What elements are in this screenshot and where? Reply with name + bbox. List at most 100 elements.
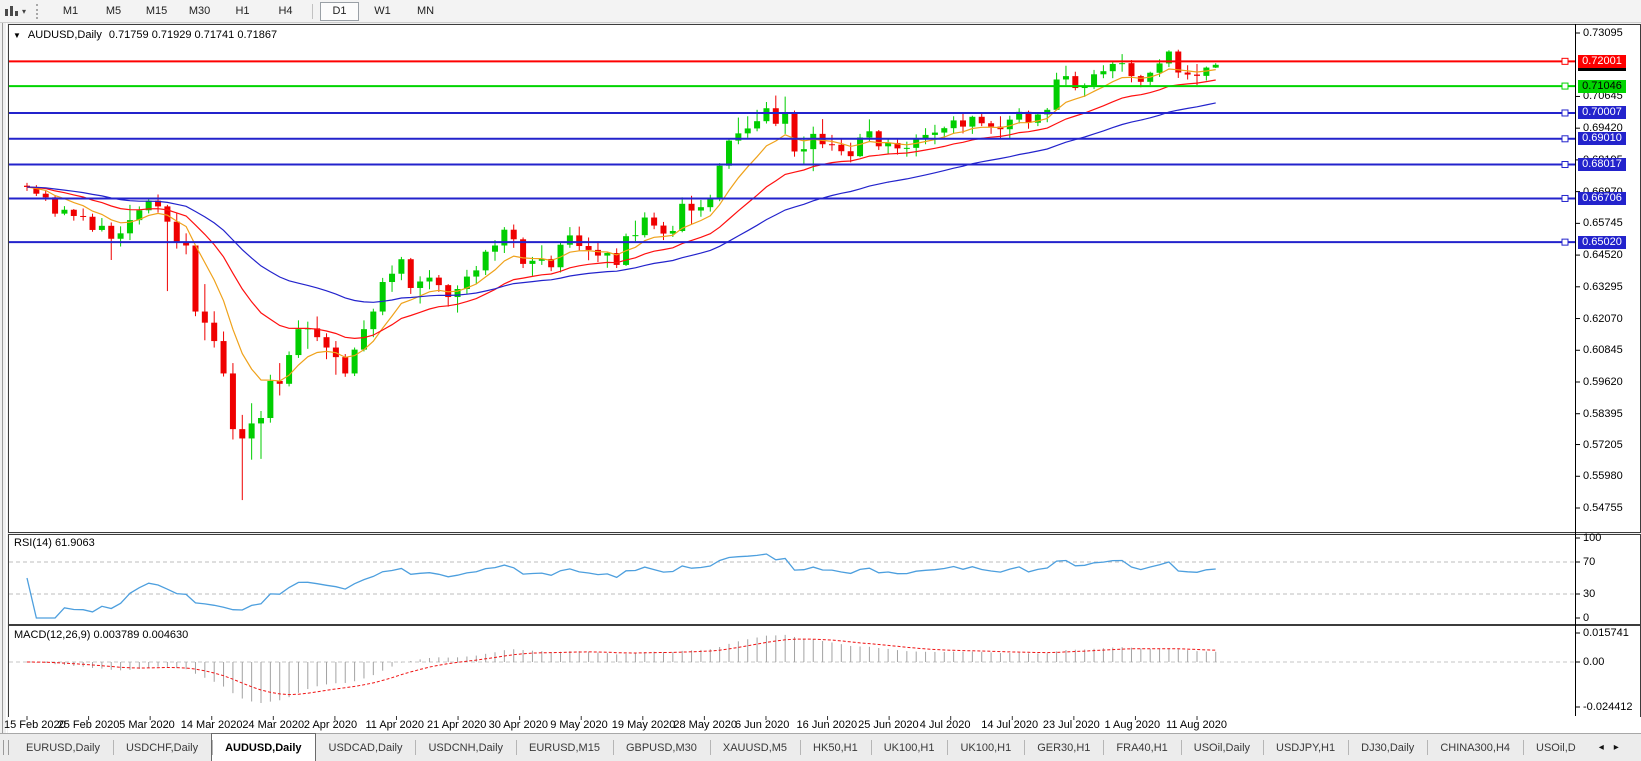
candle [641,217,648,236]
timeframe-button-mn[interactable]: MN [416,5,435,17]
candle [501,229,508,246]
candle [398,259,405,274]
chart-tab-gbpusd-m30[interactable]: GBPUSD,M30 [612,734,710,761]
candle [117,233,124,239]
timeframe-button-w1[interactable]: W1 [374,5,391,17]
timeframe-button-m30[interactable]: M30 [188,5,211,17]
chart-tab-ger30-h1[interactable]: GER30,H1 [1024,734,1103,761]
candle [89,216,96,230]
candle [126,220,133,234]
candle [988,123,995,127]
candle [1156,63,1163,73]
candle [426,277,433,282]
tab-bar-grip[interactable] [3,740,9,755]
tab-scroll-right-icon[interactable]: ▸ [1613,742,1619,753]
timeframe-button-h4[interactable]: H4 [278,5,293,17]
candle [978,116,985,124]
rsi-line [26,553,1216,619]
level-line-handle[interactable] [1561,238,1569,246]
candle [1194,74,1200,76]
chart-tab-dj30-daily[interactable]: DJ30,Daily [1348,734,1427,761]
candle [379,282,386,312]
window-left-edge [2,23,7,758]
candle [604,253,611,256]
candle [445,285,452,298]
candle [417,281,424,288]
rsi-panel[interactable] [8,534,1641,625]
candle [941,128,948,133]
candle [688,203,695,211]
candle [482,251,489,271]
chart-tab-uk100-h1[interactable]: UK100,H1 [870,734,948,761]
candle [903,147,910,149]
price-chart-panel[interactable] [8,24,1641,533]
candle [323,337,330,348]
candle [716,165,723,200]
candle [360,329,367,350]
candle [52,197,59,214]
chart-tab-hk50-h1[interactable]: HK50,H1 [800,734,871,761]
candle [1212,64,1219,68]
candle [1072,76,1079,89]
chart-tab-eurusd-m15[interactable]: EURUSD,M15 [516,734,613,761]
candle [660,225,667,234]
candle [239,429,246,439]
chart-tab-usdjpy-h1[interactable]: USDJPY,H1 [1263,734,1348,761]
chart-tab-audusd-daily[interactable]: AUDUSD,Daily [211,733,316,761]
level-line-handle[interactable] [1561,135,1569,143]
candle [828,144,835,146]
level-line-handle[interactable] [1561,57,1569,65]
candle [1128,63,1135,77]
tab-scroll-arrows: ◂ ▸ [1589,734,1629,761]
candle [548,258,555,268]
candle [1091,74,1098,86]
chart-tab-usoil-daily[interactable]: USOil,Daily [1180,734,1263,761]
chart-tab-fra40-h1[interactable]: FRA40,H1 [1103,734,1180,761]
charts-toolbar-icon[interactable] [3,4,19,18]
chart-tab-bar: EURUSD,Daily USDCHF,Daily AUDUSD,Daily USDC… [0,733,1641,761]
mid-ma-line [26,79,1216,340]
chart-tab-usdcad-daily[interactable]: USDCAD,Daily [328,741,403,754]
candle [258,417,264,424]
candle [810,133,817,150]
candle [847,151,854,157]
chart-tab-usdcnh-daily[interactable]: USDCNH,Daily [415,734,516,761]
candle [772,108,779,124]
toolbar-dropdown-caret[interactable]: ▾ [22,6,27,16]
candle [276,380,283,384]
timeframe-button-m15[interactable]: M15 [145,5,168,17]
timeframe-button-m5[interactable]: M5 [105,5,122,17]
candle [42,193,49,198]
candle [98,225,105,230]
toolbar-grip[interactable] [36,3,41,19]
candle [61,209,68,214]
level-line-handle[interactable] [1561,161,1569,169]
candle [1006,119,1013,130]
candle [164,206,171,222]
chart-tab-uk100-h1[interactable]: UK100,H1 [947,734,1024,761]
candle [1109,63,1116,72]
chart-tab-china300-h4[interactable]: CHINA300,H4 [1427,734,1523,761]
candle [510,229,517,240]
level-line-handle[interactable] [1561,82,1569,90]
chart-tab-eurusd-daily[interactable]: EURUSD,Daily [26,741,100,754]
level-line-handle[interactable] [1561,109,1569,117]
candle [155,200,162,207]
candle [894,142,901,149]
timeframe-button-m1[interactable]: M1 [62,5,79,17]
chart-tab-xauusd-m5[interactable]: XAUUSD,M5 [709,734,800,761]
candle [492,245,498,252]
chart-tab-usoil-d[interactable]: USOil,D [1523,734,1589,761]
timeframe-button-d1[interactable]: D1 [320,1,360,21]
level-line-handle[interactable] [1561,194,1569,202]
candle [314,328,321,338]
tab-scroll-left-icon[interactable]: ◂ [1598,742,1604,753]
chart-tab-usdchf-daily[interactable]: USDCHF,Daily [112,734,211,761]
timeframe-button-h1[interactable]: H1 [235,5,250,17]
candle [286,355,293,384]
candle [267,380,274,418]
candle [463,276,470,290]
fast-ma-line [26,68,1216,382]
candle [454,289,461,298]
